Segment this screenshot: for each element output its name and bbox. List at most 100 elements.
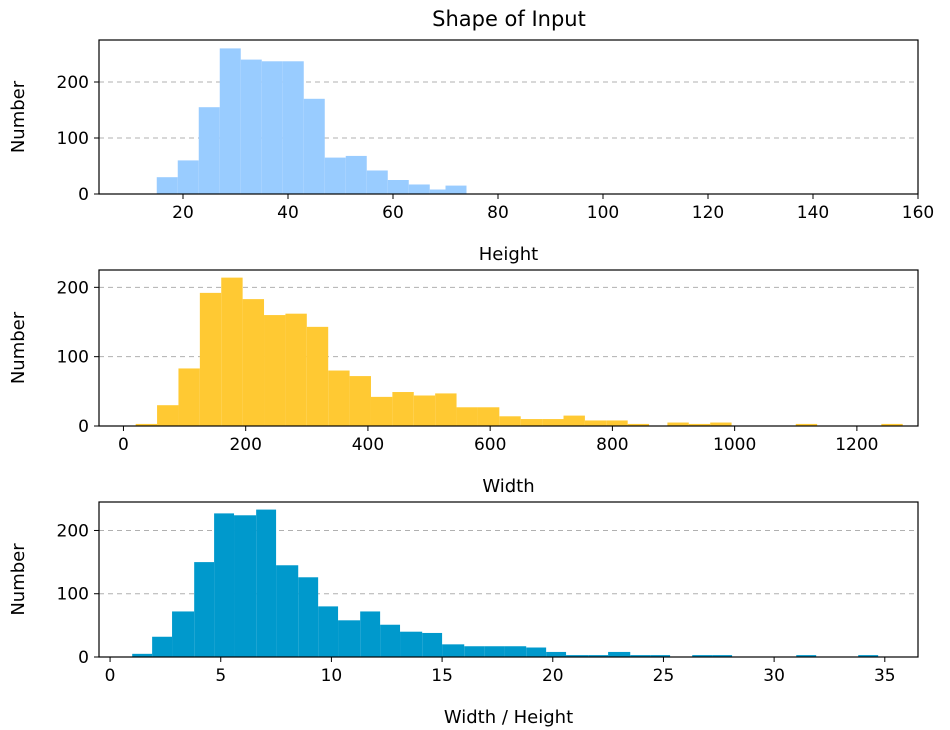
aspect-ratio-histogram-bar bbox=[712, 655, 733, 657]
aspect-ratio-histogram-bar bbox=[256, 509, 277, 657]
width-histogram-bar bbox=[542, 419, 564, 426]
height-y-axis-label: Number bbox=[8, 80, 29, 153]
aspect-ratio-axes-frame bbox=[98, 501, 919, 658]
aspect-ratio-histogram-bar bbox=[566, 655, 589, 657]
width-histogram-bar bbox=[520, 419, 543, 426]
width-histogram-bar bbox=[413, 395, 436, 426]
aspect-ratio-histogram-bar bbox=[400, 631, 423, 657]
height-x-tick-label: 140 bbox=[797, 203, 829, 223]
height-x-tick-label: 100 bbox=[587, 203, 619, 223]
width-histogram-bar bbox=[285, 313, 307, 426]
width-x-axis-label: Width bbox=[482, 476, 534, 497]
width-histogram-bar bbox=[328, 370, 350, 426]
width-histogram-bar bbox=[135, 423, 158, 426]
aspect-ratio-y-tick-label: 200 bbox=[57, 521, 89, 541]
height-histogram-bar bbox=[261, 61, 283, 194]
aspect-ratio-x-tick-label: 5 bbox=[215, 666, 226, 686]
height-histogram-bar bbox=[429, 189, 446, 194]
aspect-ratio-histogram-bar bbox=[546, 651, 567, 657]
aspect-ratio-histogram-bar bbox=[650, 655, 671, 657]
aspect-ratio-histogram-bar bbox=[858, 655, 879, 657]
width-histogram-bar bbox=[178, 368, 200, 426]
aspect-ratio-histogram-bar bbox=[214, 513, 235, 657]
height-histogram-bar bbox=[303, 98, 325, 194]
width-histogram-bar bbox=[435, 393, 457, 426]
aspect-ratio-histogram-bar bbox=[380, 624, 401, 657]
aspect-ratio-histogram-bar bbox=[464, 646, 485, 657]
aspect-ratio-histogram-bar bbox=[692, 655, 713, 657]
width-histogram-bar bbox=[370, 396, 393, 426]
width-histogram-bar bbox=[667, 422, 689, 426]
aspect-ratio-histogram-bar bbox=[318, 606, 339, 657]
width-histogram-bar bbox=[881, 423, 903, 426]
aspect-ratio-histogram-bar bbox=[442, 644, 465, 657]
aspect-ratio-y-tick-label: 100 bbox=[57, 585, 89, 605]
height-x-axis-label: Height bbox=[479, 244, 539, 265]
aspect-ratio-histogram-bar bbox=[526, 647, 547, 657]
height-x-tick-label: 40 bbox=[277, 203, 299, 223]
width-y-axis-label: Number bbox=[8, 311, 29, 384]
aspect-ratio-x-tick-label: 10 bbox=[321, 666, 343, 686]
width-histogram-bar bbox=[242, 299, 265, 426]
aspect-ratio-histogram-bar bbox=[152, 636, 173, 657]
aspect-ratio-x-axis-label: Width / Height bbox=[444, 707, 573, 728]
height-x-tick-label: 80 bbox=[487, 203, 509, 223]
aspect-ratio-histogram-bar bbox=[796, 655, 817, 657]
width-x-tick-label: 1000 bbox=[713, 435, 756, 455]
width-histogram-bar bbox=[584, 420, 607, 426]
width-histogram-bar bbox=[606, 420, 628, 426]
aspect-ratio-x-tick-label: 0 bbox=[105, 666, 116, 686]
width-y-tick-label: 200 bbox=[57, 278, 89, 298]
aspect-ratio-x-tick-label: 25 bbox=[653, 666, 675, 686]
height-histogram-bar bbox=[240, 59, 262, 194]
height-histogram-bar bbox=[445, 185, 467, 194]
width-histogram-bar bbox=[264, 315, 286, 426]
width-x-tick-label: 200 bbox=[229, 435, 261, 455]
aspect-ratio-y-axis-label: Number bbox=[8, 543, 29, 616]
width-histogram-bar bbox=[221, 277, 243, 426]
width-histogram-bar bbox=[349, 376, 371, 426]
aspect-ratio-histogram-bar bbox=[588, 655, 609, 657]
height-y-tick-label: 100 bbox=[57, 129, 89, 149]
width-x-tick-label: 800 bbox=[596, 435, 628, 455]
aspect-ratio-histogram-bar bbox=[360, 611, 381, 657]
height-x-tick-label: 160 bbox=[902, 203, 934, 223]
aspect-ratio-histogram-bar bbox=[298, 577, 319, 657]
width-histogram-bar bbox=[157, 405, 179, 426]
aspect-ratio-histogram-bar bbox=[504, 646, 527, 657]
aspect-ratio-x-tick-label: 35 bbox=[874, 666, 896, 686]
aspect-ratio-histogram-bar bbox=[608, 651, 631, 657]
aspect-ratio-histogram-bar bbox=[630, 655, 651, 657]
height-histogram-bar bbox=[177, 160, 199, 194]
height-histogram-bar bbox=[366, 170, 388, 194]
aspect-ratio-histogram-bar bbox=[172, 611, 195, 657]
width-x-tick-label: 0 bbox=[118, 435, 129, 455]
aspect-ratio-histogram-bar bbox=[422, 632, 443, 657]
height-histogram-bar bbox=[387, 180, 409, 194]
width-histogram-bar bbox=[563, 415, 585, 426]
height-x-tick-label: 120 bbox=[692, 203, 724, 223]
width-histogram-bar bbox=[627, 423, 650, 426]
width-axes-frame bbox=[98, 269, 919, 427]
aspect-ratio-histogram-bar bbox=[234, 515, 257, 657]
width-histogram-bar bbox=[392, 392, 414, 426]
aspect-ratio-x-tick-label: 15 bbox=[431, 666, 453, 686]
height-histogram-bar bbox=[345, 155, 367, 194]
width-histogram-bar bbox=[477, 407, 500, 426]
height-histogram-bar bbox=[156, 177, 178, 194]
width-histogram-panel: 0 200 400 600 800 1000 1200 0 100 200 Width Number bbox=[8, 269, 919, 497]
width-y-tick-label: 0 bbox=[78, 417, 89, 437]
width-x-tick-label: 1200 bbox=[835, 435, 878, 455]
width-histogram-bar bbox=[306, 326, 329, 426]
width-histogram-bar bbox=[199, 292, 222, 426]
width-x-tick-label: 400 bbox=[352, 435, 384, 455]
width-histogram-bar bbox=[710, 422, 732, 426]
width-y-tick-label: 100 bbox=[57, 348, 89, 368]
width-histogram-bar bbox=[795, 423, 818, 426]
aspect-ratio-y-tick-label: 0 bbox=[78, 648, 89, 668]
height-x-tick-label: 60 bbox=[382, 203, 404, 223]
width-histogram-bar bbox=[688, 423, 711, 426]
aspect-ratio-histogram-bar bbox=[132, 653, 153, 657]
aspect-ratio-x-tick-label: 30 bbox=[763, 666, 785, 686]
